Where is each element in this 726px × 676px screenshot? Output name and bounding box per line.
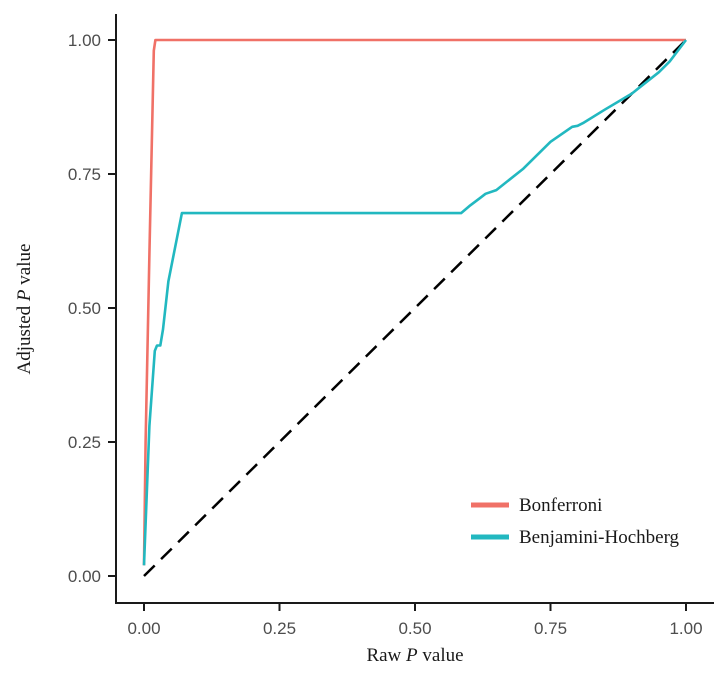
y-axis-title-prefix: Adjusted — [14, 301, 35, 374]
y-axis-title-italic: P — [14, 289, 35, 302]
axis-ticks: 0.00 0.25 0.50 0.75 1.00 0.00 0.25 0.50 0.75 1.00 — [68, 31, 703, 638]
series-lines — [142, 38, 688, 577]
x-axis-title: Raw P value — [366, 645, 463, 666]
x-tick-label: 0.25 — [263, 619, 296, 638]
y-tick-label: 0.50 — [68, 299, 101, 318]
x-tick-label: 0.00 — [127, 619, 160, 638]
y-axis-title-suffix: value — [14, 244, 35, 290]
series-line-bonferroni — [142, 38, 686, 566]
y-axis-title: Adjusted P value — [14, 244, 35, 375]
series-line-identity-diagonal — [143, 39, 687, 577]
x-tick-label: 0.75 — [534, 619, 567, 638]
y-tick-label: 0.00 — [68, 567, 101, 586]
x-axis-title-suffix: value — [418, 645, 464, 666]
y-tick-label: 0.25 — [68, 433, 101, 452]
x-axis-title-prefix: Raw — [366, 645, 406, 666]
legend-label-benjamini-hochberg: Benjamini-Hochberg — [519, 527, 680, 548]
y-tick-label: 1.00 — [68, 31, 101, 50]
y-tick-label: 0.75 — [68, 165, 101, 184]
x-tick-label: 1.00 — [669, 619, 702, 638]
x-tick-label: 0.50 — [398, 619, 431, 638]
x-axis-title-italic: P — [405, 645, 418, 666]
legend-label-bonferroni: Bonferroni — [519, 495, 602, 516]
legend: Bonferroni Benjamini-Hochberg — [471, 495, 680, 548]
series-line-benjamini-hochberg — [142, 39, 688, 566]
